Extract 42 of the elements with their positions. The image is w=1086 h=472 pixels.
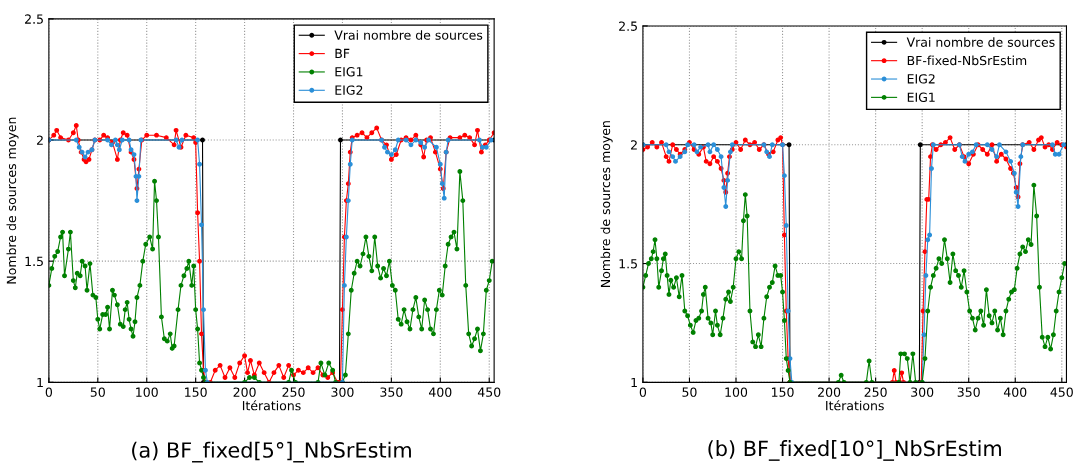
- y-tick-label: 1.5: [619, 259, 637, 269]
- y-axis-title: Nombre de sources moyen: [600, 121, 613, 287]
- text: (a) BF_fixed[5°]_NbSrEstim: [132, 441, 411, 463]
- y-tick-label: 2: [631, 140, 637, 150]
- y-tick-label: 2: [36, 135, 43, 145]
- y-tick-label: 1: [631, 377, 637, 388]
- y-tick-label: 2.5: [25, 14, 43, 24]
- legend-label: BF: [335, 48, 350, 58]
- legend-label: EIG1: [907, 92, 935, 102]
- x-tick-label: 250: [864, 387, 887, 397]
- legend-label: EIG1: [335, 67, 363, 77]
- x-tick-label: 0: [639, 387, 647, 397]
- x-tick-label: 0: [45, 387, 53, 397]
- x-tick-label: 100: [725, 387, 748, 397]
- y-tick-label: 1: [37, 377, 43, 388]
- x-tick-label: 350: [957, 387, 980, 397]
- y-axis-title: Nombre de sources moyen: [6, 117, 19, 284]
- x-tick-label: 200: [233, 387, 256, 397]
- x-tick-label: 300: [911, 387, 934, 397]
- x-tick-label: 450: [477, 387, 501, 397]
- y-tick-label: 2.5: [619, 21, 637, 31]
- x-axis-title: Itérations: [826, 400, 884, 411]
- x-tick-label: 150: [185, 387, 207, 397]
- x-tick-label: 300: [331, 387, 354, 397]
- x-tick-label: 50: [90, 387, 105, 397]
- legend-label: BF-fixed-NbSrEstim: [907, 55, 1027, 66]
- x-tick-label: 450: [1050, 387, 1073, 397]
- x-tick-label: 100: [136, 387, 158, 397]
- legend-label: EIG2: [907, 74, 935, 84]
- x-tick-label: 350: [380, 387, 403, 397]
- y-tick-label: 1.5: [25, 256, 43, 267]
- legend-label: EIG2: [335, 85, 363, 95]
- x-tick-label: 150: [771, 387, 794, 397]
- text: (b) BF_fixed[10°]_NbSrEstim: [708, 440, 1001, 461]
- x-axis-title: Itérations: [242, 400, 301, 411]
- legend-label: Vrai nombre de sources: [906, 37, 1055, 47]
- legend-label: Vrai nombre de sources: [334, 30, 483, 40]
- x-tick-label: 400: [428, 387, 452, 397]
- x-tick-label: 250: [282, 387, 305, 397]
- x-tick-label: 400: [1003, 387, 1027, 397]
- x-tick-label: 200: [818, 387, 841, 397]
- x-tick-label: 50: [682, 387, 697, 397]
